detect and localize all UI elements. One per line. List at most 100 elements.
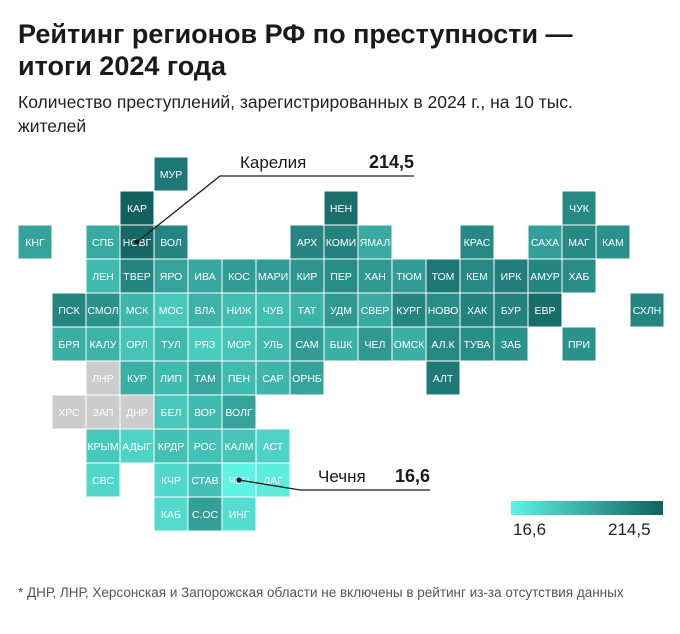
region-code-label: РОС	[194, 441, 217, 453]
region-tile: ДАГ	[255, 462, 291, 498]
region-tile-fill	[119, 360, 155, 396]
region-code-label: КУРГ	[396, 305, 422, 317]
region-tile-fill	[357, 326, 393, 362]
region-tile: СВЕР	[357, 292, 393, 328]
region-tile-fill	[561, 190, 597, 226]
region-code-label: ВОЛГ	[225, 407, 253, 419]
region-code-label: НИЖ	[227, 305, 252, 317]
region-code-label: КРЫМ	[87, 441, 118, 453]
region-code-label: НОВО	[428, 305, 459, 317]
region-code-label: КРАС	[464, 237, 491, 249]
region-tile: КРЫМ	[85, 428, 121, 464]
region-code-label: ТУВА	[464, 339, 491, 351]
region-tile-fill	[85, 394, 121, 430]
region-tile: ЧЕЛ	[357, 326, 393, 362]
region-tile-fill	[357, 224, 393, 260]
region-code-label: БУР	[501, 305, 521, 317]
region-code-label: ИВА	[194, 271, 215, 283]
region-tile-fill	[255, 258, 291, 294]
region-code-label: КУР	[127, 373, 147, 385]
region-tile: С.ОС	[187, 496, 223, 532]
region-code-label: МАГ	[568, 237, 590, 249]
region-tile: НИЖ	[221, 292, 257, 328]
region-tile-fill	[85, 326, 121, 362]
region-code-label: ВОЛ	[160, 237, 182, 249]
region-tile-fill	[255, 360, 291, 396]
region-tile-fill	[187, 258, 223, 294]
region-code-label: СТАВ	[191, 475, 218, 487]
region-tile-fill	[425, 326, 461, 362]
region-code-label: БРЯ	[58, 339, 79, 351]
region-code-label: С.ОС	[192, 509, 219, 521]
region-code-label: САХА	[531, 237, 559, 249]
region-tile-fill	[323, 258, 359, 294]
region-tile: НОВО	[425, 292, 461, 328]
region-code-label: КАР	[127, 203, 147, 215]
region-tile: АЛ.К	[425, 326, 461, 362]
region-code-label: ДАГ	[263, 475, 283, 487]
region-tile-fill	[119, 428, 155, 464]
region-tile-fill	[289, 224, 325, 260]
region-code-label: РЯЗ	[195, 339, 216, 351]
region-tile: ИНГ	[221, 496, 257, 532]
region-tile-fill	[595, 224, 631, 260]
region-tile: БЕЛ	[153, 394, 189, 430]
region-tile: КОМИ	[323, 224, 359, 260]
region-tile-fill	[425, 292, 461, 328]
region-tile: КРАС	[459, 224, 495, 260]
region-code-label: КИР	[297, 271, 318, 283]
region-code-label: КОМИ	[326, 237, 356, 249]
region-code-label: МОР	[227, 339, 251, 351]
region-tile-fill	[153, 326, 189, 362]
region-tile-fill	[561, 258, 597, 294]
region-tile-fill	[153, 428, 189, 464]
footnote: * ДНР, ЛНР, Херсонская и Запорожская обл…	[18, 585, 624, 600]
region-tile-fill	[425, 360, 461, 396]
region-tile: АРХ	[289, 224, 325, 260]
region-tile-fill	[255, 326, 291, 362]
region-tile: ДНР	[119, 394, 155, 430]
region-tile: АЛТ	[425, 360, 461, 396]
region-code-label: ЧУВ	[263, 305, 284, 317]
region-code-label: ИРК	[501, 271, 523, 283]
region-tile-fill	[527, 258, 563, 294]
region-tile-fill	[221, 496, 257, 532]
region-code-label: БШК	[330, 339, 354, 351]
region-tile-fill	[187, 360, 223, 396]
region-tile: ХАН	[357, 258, 393, 294]
region-tile: КНГ	[17, 224, 53, 260]
region-code-label: ЛНР	[92, 373, 113, 385]
region-code-label: УЛЬ	[263, 339, 283, 351]
region-code-label: КЧР	[161, 475, 181, 487]
region-code-label: ХРС	[58, 407, 80, 419]
region-tile: ЯРО	[153, 258, 189, 294]
region-code-label: КАЛМ	[225, 441, 254, 453]
region-tile: ТУВА	[459, 326, 495, 362]
region-code-label: УДМ	[330, 305, 352, 317]
region-code-label: ДНР	[126, 407, 148, 419]
region-tile: ЯМАЛ	[357, 224, 393, 260]
region-tile: МАГ	[561, 224, 597, 260]
region-tile: АДЫГ	[119, 428, 155, 464]
callout-marker	[134, 239, 140, 245]
region-tile: МСК	[119, 292, 155, 328]
region-code-label: МАРИ	[258, 271, 288, 283]
region-tile: СПБ	[85, 224, 121, 260]
chart-title: Рейтинг регионов РФ по преступности — ит…	[18, 19, 573, 81]
region-tile: ТАТ	[289, 292, 325, 328]
region-tile: ОРНБ	[289, 360, 325, 396]
region-tile: ПЕН	[221, 360, 257, 396]
region-tile: КУР	[119, 360, 155, 396]
region-tile: БШК	[323, 326, 359, 362]
region-tile: КЕМ	[459, 258, 495, 294]
region-tile-fill	[561, 224, 597, 260]
region-code-label: СВС	[92, 475, 114, 487]
region-code-label: АСТ	[263, 441, 284, 453]
region-tile: ХРС	[51, 394, 87, 430]
region-code-label: ОМСК	[394, 339, 425, 351]
region-tile-fill	[289, 326, 325, 362]
region-code-label: ПЕН	[228, 373, 250, 385]
region-tile-fill	[493, 326, 529, 362]
region-code-label: МОС	[159, 305, 184, 317]
